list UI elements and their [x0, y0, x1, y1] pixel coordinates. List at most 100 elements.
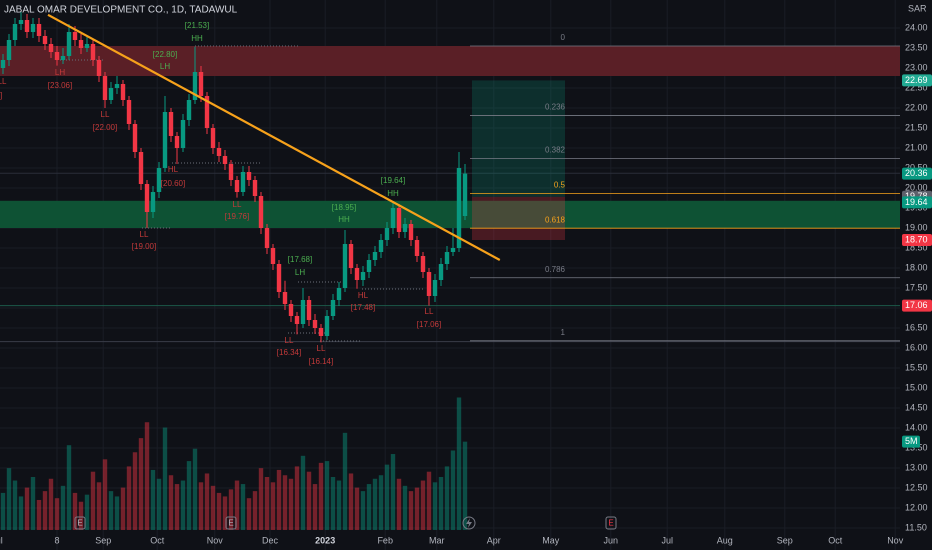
candle-body: [228, 164, 234, 180]
event-icon: [225, 516, 237, 530]
y-tick-label: 12.00: [905, 502, 928, 512]
alert-icon[interactable]: [462, 516, 476, 530]
candle-body: [0, 60, 6, 68]
x-tick-label: Jun: [604, 535, 619, 545]
volume-bar: [18, 496, 24, 530]
volume-bar: [318, 462, 324, 530]
pivot-label: [17.68]: [288, 255, 312, 264]
volume-bar: [252, 491, 258, 530]
volume-bar: [48, 478, 54, 530]
x-tick-label: 8: [54, 535, 59, 545]
candle-body: [324, 316, 330, 336]
volume-bar: [324, 461, 330, 530]
event-icon: [74, 516, 86, 530]
candle-body: [420, 256, 426, 272]
x-tick-label: Oct: [828, 535, 843, 545]
fib-label: 0.382: [545, 146, 566, 155]
y-tick-label: 18.00: [905, 262, 928, 272]
candle-body: [168, 112, 174, 136]
event-icon: [605, 516, 617, 530]
volume-bar: [150, 469, 156, 530]
volume-bar: [234, 480, 240, 530]
volume-bar: [168, 475, 174, 530]
volume-bar: [24, 487, 30, 530]
candle-body: [186, 100, 192, 120]
volume-bar: [444, 466, 450, 530]
volume-bar: [174, 484, 180, 530]
volume-bar: [426, 471, 432, 530]
event-label: E: [228, 519, 233, 528]
fib-label: 1: [561, 328, 566, 337]
candle-body: [330, 300, 336, 316]
candle-body: [120, 84, 126, 100]
price-tag-label: 19.78: [905, 191, 928, 201]
candle-body: [462, 173, 468, 216]
candle-body: [174, 136, 180, 148]
price-tag-label: 18.70: [905, 234, 928, 244]
y-tick-label: 14.50: [905, 402, 928, 412]
volume-bar: [0, 492, 6, 530]
y-tick-label: 15.00: [905, 382, 928, 392]
pivot-label: [19.76]: [225, 212, 249, 221]
volume-bar: [264, 477, 270, 530]
volume-bar: [390, 454, 396, 530]
candle-body: [156, 168, 162, 192]
volume-bar: [348, 473, 354, 530]
y-tick-label: 23.50: [905, 42, 928, 52]
volume-bar: [282, 475, 288, 530]
volume-bar: [342, 432, 348, 530]
volume-bar: [456, 397, 462, 530]
candle-body: [312, 320, 318, 328]
volume-bar: [420, 480, 426, 530]
candle-body: [342, 244, 348, 288]
pivot-label: [16.14]: [309, 357, 333, 366]
candle-body: [306, 300, 312, 320]
y-tick-label: 24.00: [905, 22, 928, 32]
y-tick-label: 22.00: [905, 102, 928, 112]
y-tick-label: 17.50: [905, 282, 928, 292]
pivot-label: [23.06]: [48, 81, 72, 90]
pivot-label: [22.00]: [93, 123, 117, 132]
volume-bar: [192, 448, 198, 530]
volume-bar: [402, 485, 408, 530]
volume-bar: [108, 491, 114, 530]
pivot-label: HL: [168, 165, 179, 174]
volume-bar: [210, 485, 216, 530]
x-tick-label: Apr: [487, 535, 501, 545]
y-tick-label: 16.00: [905, 342, 928, 352]
y-tick-label: 21.50: [905, 122, 928, 132]
candle-body: [108, 88, 114, 100]
volume-bar: [372, 478, 378, 530]
volume-bar: [258, 468, 264, 530]
candle-body: [78, 40, 84, 48]
candle-body: [96, 60, 102, 76]
candle-body: [456, 168, 462, 248]
candle-body: [264, 228, 270, 248]
volume-bar: [306, 471, 312, 530]
y-tick-label: 11.50: [905, 522, 927, 532]
pivot-label: [22.80]: [0, 91, 2, 100]
candle-body: [102, 76, 108, 100]
candle-body: [222, 156, 228, 164]
price-tag-label: 20.36: [905, 168, 928, 178]
volume-bar: [222, 496, 228, 530]
x-tick-label: Nov: [887, 535, 904, 545]
icon-circle: [462, 516, 476, 530]
volume-bar: [216, 492, 222, 530]
volume-bar: [366, 484, 372, 530]
volume-bar: [450, 450, 456, 530]
event-label: E: [77, 519, 82, 528]
candle-body: [390, 208, 396, 228]
y-tick-label: 20.50: [905, 162, 928, 172]
candle-body: [192, 72, 198, 100]
volume-bar: [84, 494, 90, 530]
volume-bar: [42, 491, 48, 530]
volume-bar: [378, 475, 384, 530]
candle-body: [240, 172, 246, 192]
volume-bar: [240, 484, 246, 530]
currency: SAR: [908, 3, 927, 13]
y-tick-label: 19.00: [905, 222, 928, 232]
volume-bar: [414, 487, 420, 530]
candle-body: [234, 180, 240, 192]
